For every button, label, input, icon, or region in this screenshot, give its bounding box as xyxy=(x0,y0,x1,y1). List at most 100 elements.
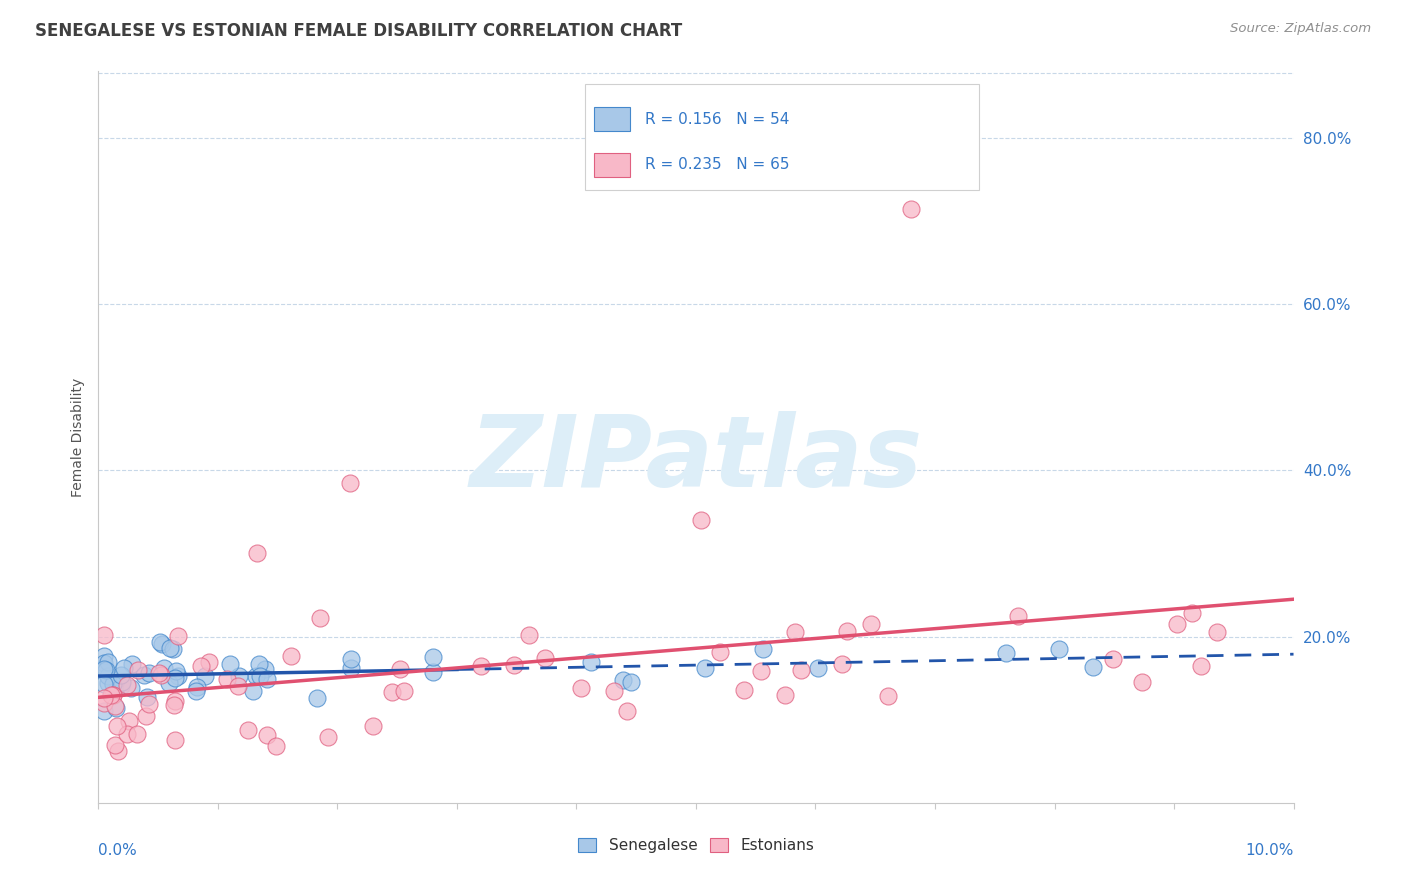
Point xyxy=(900,202,922,216)
Point xyxy=(307,690,329,705)
Point xyxy=(93,690,115,705)
Point xyxy=(135,690,157,704)
Point xyxy=(876,689,898,703)
Point xyxy=(340,652,363,666)
Point xyxy=(93,657,115,671)
Point xyxy=(749,664,772,678)
Text: R = 0.235   N = 65: R = 0.235 N = 65 xyxy=(644,158,789,172)
Point xyxy=(117,678,139,692)
Point xyxy=(422,665,444,680)
Point xyxy=(392,684,415,698)
Point xyxy=(266,739,288,753)
Point xyxy=(110,680,132,694)
Point xyxy=(100,688,122,702)
Point xyxy=(111,675,134,690)
Point xyxy=(388,662,411,676)
Point xyxy=(121,657,143,671)
Bar xyxy=(595,153,630,177)
Point xyxy=(831,657,853,671)
Point xyxy=(148,666,170,681)
Point xyxy=(1101,652,1123,666)
Point xyxy=(93,628,115,642)
Point xyxy=(790,663,813,677)
Point xyxy=(152,637,174,651)
Point xyxy=(470,659,492,673)
Point xyxy=(835,624,858,638)
Point xyxy=(1206,624,1229,639)
Point xyxy=(159,676,181,690)
Point xyxy=(138,697,160,711)
Point xyxy=(308,610,330,624)
Point xyxy=(186,680,208,694)
Point xyxy=(115,727,138,741)
Point xyxy=(783,625,806,640)
Point xyxy=(167,668,190,682)
Point xyxy=(422,650,444,665)
Point xyxy=(256,672,278,686)
FancyBboxPatch shape xyxy=(585,84,979,190)
Point xyxy=(149,668,172,682)
Point xyxy=(104,738,127,752)
Point xyxy=(159,641,181,656)
Point xyxy=(245,668,267,682)
Point xyxy=(101,689,124,703)
Point xyxy=(190,659,212,673)
Point xyxy=(709,645,731,659)
Point xyxy=(603,684,626,698)
Point xyxy=(138,666,160,681)
Point xyxy=(127,663,149,677)
Text: ZIPatlas: ZIPatlas xyxy=(470,410,922,508)
Point xyxy=(1166,616,1188,631)
Text: 0.0%: 0.0% xyxy=(98,843,138,858)
Point xyxy=(162,698,184,712)
Point xyxy=(690,513,713,527)
Point xyxy=(340,661,363,675)
Point xyxy=(165,693,187,707)
Point xyxy=(1189,658,1212,673)
Point xyxy=(184,684,207,698)
Text: SENEGALESE VS ESTONIAN FEMALE DISABILITY CORRELATION CHART: SENEGALESE VS ESTONIAN FEMALE DISABILITY… xyxy=(35,22,682,40)
Y-axis label: Female Disability: Female Disability xyxy=(70,377,84,497)
Point xyxy=(380,684,402,698)
Point xyxy=(807,661,830,675)
Point xyxy=(733,682,755,697)
Point xyxy=(94,663,117,677)
Point xyxy=(228,679,250,693)
Point xyxy=(149,635,172,649)
Point xyxy=(569,681,592,696)
Point xyxy=(105,719,128,733)
Point xyxy=(97,655,120,669)
Point xyxy=(165,671,187,685)
Point xyxy=(93,704,115,718)
Point xyxy=(217,672,239,686)
Point xyxy=(93,677,115,691)
Point xyxy=(859,617,882,632)
Point xyxy=(125,727,148,741)
Point xyxy=(97,676,120,690)
Point xyxy=(97,669,120,683)
Point xyxy=(93,662,115,676)
Point xyxy=(339,475,361,490)
Point xyxy=(254,662,277,676)
Point xyxy=(93,696,115,710)
Point xyxy=(121,681,143,695)
Point xyxy=(163,733,186,747)
Point xyxy=(107,744,129,758)
Legend: Senegalese, Estonians: Senegalese, Estonians xyxy=(571,830,821,861)
Bar xyxy=(595,107,630,131)
Text: Source: ZipAtlas.com: Source: ZipAtlas.com xyxy=(1230,22,1371,36)
Point xyxy=(135,709,157,723)
Point xyxy=(236,723,259,737)
Point xyxy=(110,667,132,681)
Point xyxy=(1130,675,1153,690)
Point xyxy=(103,677,125,691)
Point xyxy=(579,655,602,669)
Point xyxy=(693,661,716,675)
Point xyxy=(165,664,187,678)
Point xyxy=(166,629,188,643)
Point xyxy=(104,699,127,714)
Point xyxy=(132,668,155,682)
Text: 10.0%: 10.0% xyxy=(1246,843,1294,858)
Point xyxy=(101,689,124,703)
Text: R = 0.156   N = 54: R = 0.156 N = 54 xyxy=(644,112,789,128)
